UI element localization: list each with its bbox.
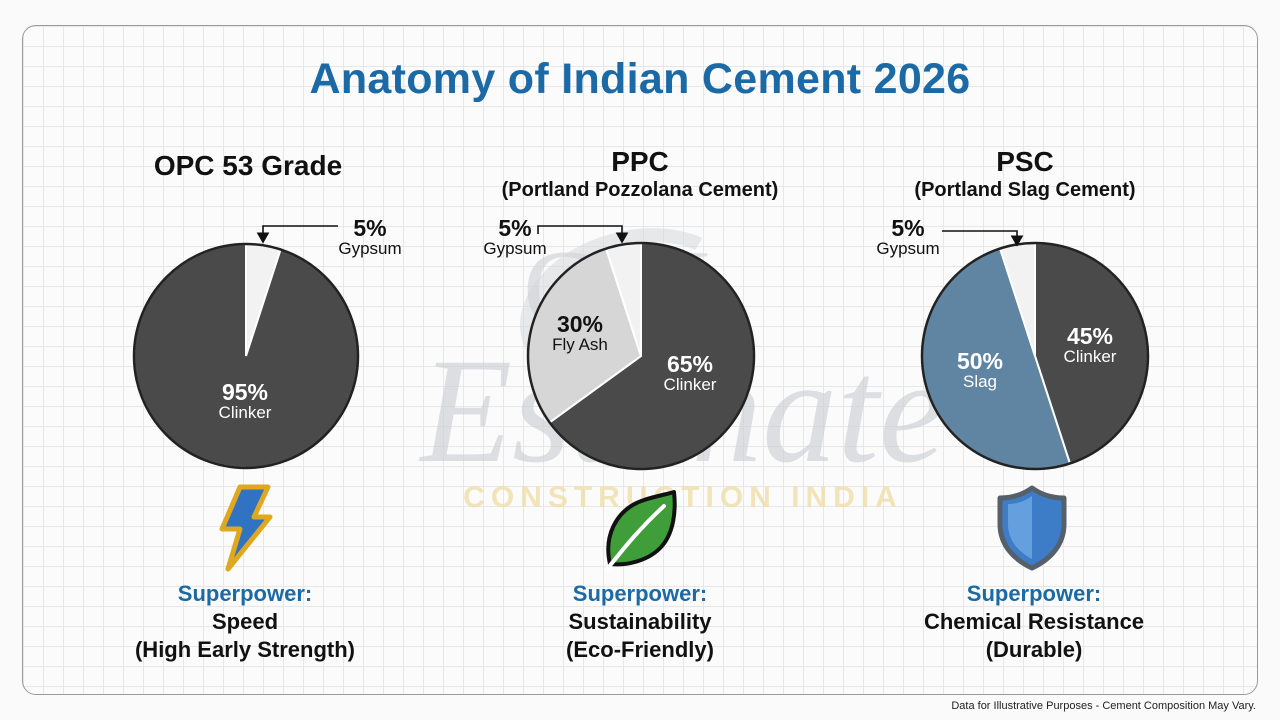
ppc-clinker-name: Clinker <box>663 375 717 394</box>
ppc-pie <box>526 241 756 471</box>
psc-gypsum-pct: 5% <box>891 215 925 241</box>
opc-gypsum-label: 5% Gypsum <box>330 215 410 258</box>
opc-gypsum-arrow <box>256 225 338 244</box>
ppc-subtitle: (Portland Pozzolana Cement) <box>501 179 779 201</box>
opc-superpower-key: Superpower: <box>177 581 313 606</box>
opc-pie-outline <box>132 242 360 470</box>
ppc-superpower-key: Superpower: <box>572 581 708 606</box>
psc-slag-pct: 50% <box>956 348 1004 374</box>
psc-clinker-label: 45% Clinker <box>1050 323 1130 366</box>
ppc-pie-outline <box>526 241 756 471</box>
psc-gypsum-name: Gypsum <box>876 239 940 258</box>
psc-title: PSC <box>996 146 1054 177</box>
opc-title: OPC 53 Grade <box>153 150 343 181</box>
opc-gypsum-name: Gypsum <box>338 239 402 258</box>
psc-gypsum-label: 5% Gypsum <box>868 215 948 258</box>
opc-superpower-value: Speed <box>211 609 279 634</box>
ppc-header: PPC (Portland Pozzolana Cement) <box>470 146 810 202</box>
ppc-superpower-detail: (Eco-Friendly) <box>566 637 714 662</box>
psc-superpower-detail: (Durable) <box>985 637 1083 662</box>
psc-pie <box>920 241 1150 471</box>
page-title: Anatomy of Indian Cement 2026 <box>309 55 971 103</box>
psc-gypsum-arrow <box>942 230 1024 247</box>
opc-clinker-label: 95% Clinker <box>205 379 285 422</box>
psc-superpower: Superpower: Chemical Resistance (Durable… <box>854 580 1214 664</box>
psc-slag-label: 50% Slag <box>940 348 1020 391</box>
opc-superpower-detail: (High Early Strength) <box>134 637 355 662</box>
opc-pie <box>132 242 360 470</box>
ppc-superpower-value: Sustainability <box>568 609 712 634</box>
leaf-icon <box>606 490 677 570</box>
psc-subtitle: (Portland Slag Cement) <box>914 179 1136 201</box>
psc-clinker-name: Clinker <box>1063 347 1117 366</box>
ppc-gypsum-pct: 5% <box>498 215 532 241</box>
opc-clinker-pct: 95% <box>221 379 269 405</box>
ppc-gypsum-name: Gypsum <box>483 239 547 258</box>
psc-clinker-pct: 45% <box>1066 323 1114 349</box>
footer-note: Data for Illustrative Purposes - Cement … <box>951 700 1256 712</box>
psc-header: PSC (Portland Slag Cement) <box>860 146 1190 202</box>
psc-superpower-key: Superpower: <box>966 581 1102 606</box>
psc-pie-outline <box>920 241 1150 471</box>
opc-gypsum-pct: 5% <box>353 215 387 241</box>
ppc-clinker-label: 65% Clinker <box>650 351 730 394</box>
ppc-gypsum-label: 5% Gypsum <box>475 215 555 258</box>
lightning-bolt-icon <box>219 484 273 572</box>
opc-header: OPC 53 Grade <box>103 150 393 182</box>
psc-slag-name: Slag <box>962 372 998 391</box>
ppc-superpower: Superpower: Sustainability (Eco-Friendly… <box>460 580 820 664</box>
opc-clinker-name: Clinker <box>218 403 272 422</box>
ppc-flyash-label: 30% Fly Ash <box>540 311 620 354</box>
ppc-gypsum-arrow <box>537 225 629 244</box>
ppc-flyash-pct: 30% <box>556 311 604 337</box>
opc-superpower: Superpower: Speed (High Early Strength) <box>65 580 425 664</box>
ppc-flyash-name: Fly Ash <box>552 335 608 354</box>
shield-icon <box>997 485 1067 571</box>
ppc-title: PPC <box>611 146 669 177</box>
psc-superpower-value: Chemical Resistance <box>923 609 1145 634</box>
ppc-clinker-pct: 65% <box>666 351 714 377</box>
